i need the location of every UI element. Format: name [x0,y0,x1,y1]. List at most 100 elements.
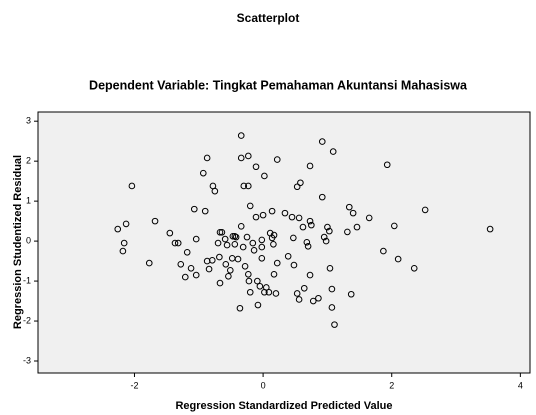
x-tick-label: 0 [261,380,266,390]
chart-subtitle: Dependent Variable: Tingkat Pemahaman Ak… [89,78,468,92]
point [237,154,245,162]
point [306,271,314,279]
point [192,271,200,279]
point [226,266,234,274]
point [237,132,245,139]
point [166,229,174,237]
point [225,272,232,280]
point [390,222,398,230]
point [239,243,247,251]
point [421,206,429,214]
point [300,284,308,292]
point [120,239,128,247]
y-tick-label: -2 [23,315,31,325]
point [324,223,331,231]
point [187,264,195,272]
y-tick-label: 2 [26,156,31,166]
point [258,243,266,251]
point [214,239,222,247]
point [281,209,289,217]
point [231,240,239,248]
point [114,225,122,233]
point [326,227,333,235]
point [259,211,267,219]
point [254,301,262,309]
point [328,304,336,311]
point [344,228,351,236]
point [394,255,402,263]
point [245,182,252,190]
point [410,264,418,272]
point [309,297,317,305]
point [119,247,127,255]
point [486,225,494,233]
point [318,193,326,201]
chart-title: Scatterplot [237,11,300,25]
point [208,256,216,264]
point [218,229,226,236]
point [216,253,223,261]
point [270,240,277,248]
point [252,163,260,171]
point [243,233,251,241]
plot-area [37,111,531,374]
point [231,233,239,240]
point [345,203,353,211]
point [380,247,387,255]
point [221,235,229,243]
point [223,241,231,249]
point [229,233,237,240]
point [201,207,209,215]
point [315,294,322,302]
point [308,221,315,229]
y-tick-label: 1 [26,196,31,206]
point [320,233,328,241]
point [252,213,260,221]
y-tick-label: -1 [23,275,31,285]
point [295,214,303,222]
point [273,259,281,267]
point [236,304,244,312]
point [295,296,303,303]
point [205,265,213,273]
y-axis-title: Regression Studentized Residual [12,155,24,329]
point [183,248,191,256]
point [268,207,276,215]
point [270,270,278,278]
point [273,156,281,163]
x-tick-label: 4 [518,380,523,390]
point [328,285,336,293]
x-axis-title: Regression Standardized Predicted Value [175,400,392,412]
point [245,277,253,285]
point [249,239,257,247]
point [303,239,311,246]
point [232,233,240,241]
point [383,161,391,169]
point [254,277,261,285]
point [258,236,266,244]
point [216,279,224,287]
point [240,182,248,190]
point [171,239,179,247]
point [250,246,258,254]
point [326,264,334,272]
x-tick-label: -2 [130,380,138,390]
point [293,290,301,297]
point [192,235,200,243]
point [222,260,230,268]
point [181,273,189,281]
point [353,223,361,231]
point [174,239,182,247]
point [347,290,355,298]
point [322,237,330,245]
point [128,182,136,190]
point [261,172,268,180]
point [299,223,307,231]
point [190,205,198,213]
point [306,217,314,225]
point [265,288,273,296]
point [270,231,278,239]
point [365,214,373,222]
point [177,260,185,268]
